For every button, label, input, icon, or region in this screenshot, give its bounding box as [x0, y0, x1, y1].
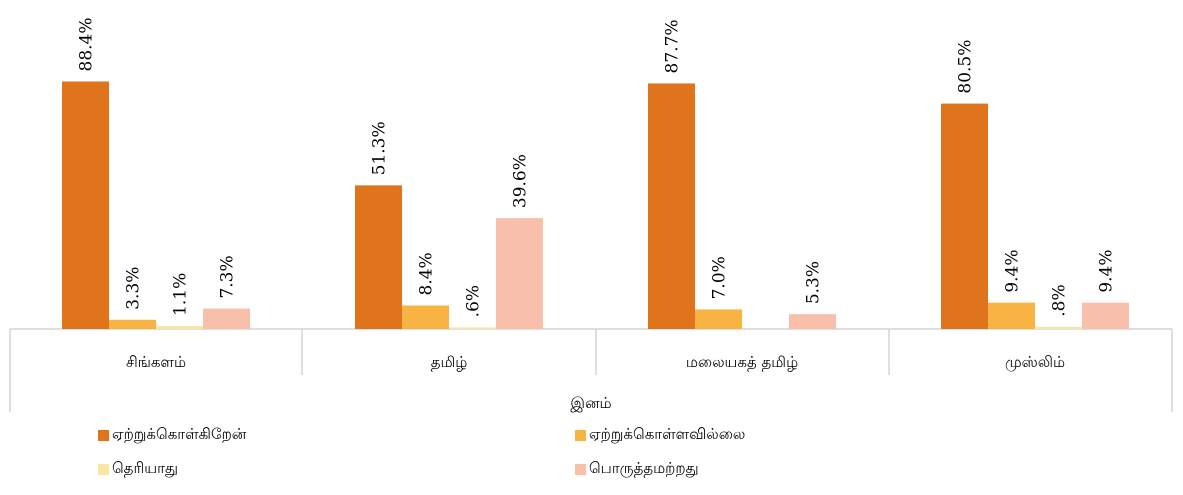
bar-not-applicable-3 — [1082, 302, 1129, 329]
category-label-2: மலையகத் தமிழ் — [686, 353, 798, 371]
legend-swatch-dont-know — [98, 463, 109, 475]
legend: ஏற்றுக்கொள்கிறேன் ஏற்றுக்கொள்ளவில்லை தெர… — [0, 420, 1183, 495]
legend-item-agree: ஏற்றுக்கொள்கிறேன் — [98, 422, 246, 448]
bar-dont-know-0 — [156, 325, 203, 329]
bar-not-applicable-2 — [789, 314, 836, 329]
bar-agree-1 — [355, 185, 402, 329]
legend-item-dont-know: தெரியாது — [98, 456, 178, 482]
data-label-not-applicable-3: 9.4% — [1097, 249, 1117, 292]
category-label-3: முஸ்லிம் — [1005, 353, 1065, 371]
bar-disagree-2 — [695, 309, 742, 329]
legend-item-disagree: ஏற்றுக்கொள்ளவில்லை — [575, 422, 745, 448]
bar-disagree-3 — [988, 302, 1035, 329]
data-label-disagree-1: 8.4% — [417, 252, 437, 295]
category-label-1: தமிழ் — [431, 353, 468, 371]
legend-label-agree: ஏற்றுக்கொள்கிறேன் — [112, 425, 247, 443]
bar-dont-know-1 — [449, 327, 496, 329]
data-label-not-applicable-0: 7.3% — [218, 255, 238, 298]
bar-not-applicable-0 — [203, 308, 250, 329]
data-label-dont-know-3: .8% — [1050, 284, 1070, 316]
bar-agree-0 — [62, 81, 109, 329]
legend-swatch-agree — [98, 429, 109, 441]
bar-not-applicable-1 — [496, 218, 543, 329]
data-label-dont-know-0: 1.1% — [171, 273, 191, 316]
bar-dont-know-3 — [1035, 326, 1082, 329]
bar-disagree-1 — [402, 305, 449, 329]
category-label-0: சிங்களம் — [126, 353, 186, 371]
data-label-agree-0: 88.4% — [77, 17, 97, 71]
data-label-disagree-0: 3.3% — [124, 267, 144, 310]
data-label-disagree-3: 9.4% — [1003, 249, 1023, 292]
legend-swatch-disagree — [575, 429, 586, 441]
data-label-agree-1: 51.3% — [370, 121, 390, 175]
x-axis-title: இனம் — [570, 394, 611, 412]
data-label-not-applicable-2: 5.3% — [804, 261, 824, 304]
legend-label-disagree: ஏற்றுக்கொள்ளவில்லை — [589, 425, 746, 443]
legend-swatch-not-applicable — [575, 463, 586, 475]
bar-agree-2 — [648, 83, 695, 329]
legend-label-dont-know: தெரியாது — [112, 459, 178, 477]
data-label-agree-2: 87.7% — [663, 19, 683, 73]
data-label-dont-know-1: .6% — [464, 285, 484, 317]
bar-chart: 88.4% 3.3% 1.1% 7.3% சிங்களம் 51.3% 8.4% .6% 39.… — [9, 17, 1173, 412]
data-label-disagree-2: 7.0% — [710, 256, 730, 299]
bar-disagree-0 — [109, 319, 156, 329]
data-label-not-applicable-1: 39.6% — [511, 154, 531, 208]
legend-item-not-applicable: பொருத்தமற்றது — [575, 456, 699, 482]
bar-agree-3 — [941, 103, 988, 329]
legend-label-not-applicable: பொருத்தமற்றது — [589, 459, 699, 477]
data-label-agree-3: 80.5% — [956, 40, 976, 94]
